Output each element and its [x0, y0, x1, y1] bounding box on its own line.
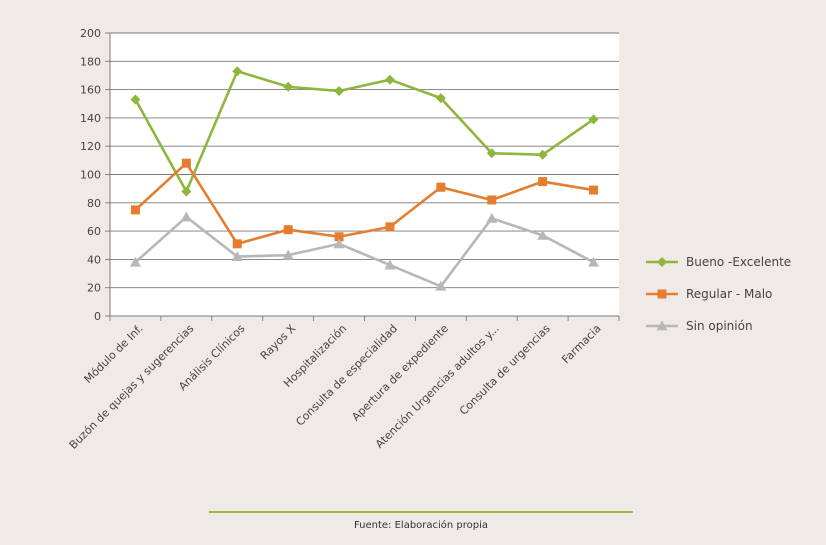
series-2-point: [436, 182, 446, 192]
series-1-point: [588, 114, 599, 125]
series-2-point: [385, 222, 395, 232]
series-3-point: [435, 280, 447, 291]
legend-swatch-marker: [657, 289, 667, 299]
series-1-point: [334, 86, 345, 97]
series-3-point: [588, 256, 600, 267]
x-tick-label: Consulta de urgencias: [457, 322, 553, 418]
series-2-point: [487, 195, 497, 205]
series-3-point: [333, 238, 345, 249]
series-2-point: [589, 185, 599, 195]
series-3-point: [384, 259, 396, 270]
series-2-point: [538, 177, 548, 187]
series-1-point: [435, 93, 446, 104]
series-3-point: [180, 211, 192, 222]
y-tick-label: 40: [87, 253, 101, 266]
series-1-point: [232, 66, 243, 77]
x-tick-label: Apertura de expediente: [349, 322, 451, 424]
y-tick-label: 60: [87, 225, 101, 238]
series-1-point: [181, 186, 192, 197]
series-1-point: [537, 149, 548, 160]
series-3-point: [129, 256, 141, 267]
x-tick-label: Farmacia: [559, 322, 603, 366]
series-2-point: [283, 225, 293, 235]
legend-label: Regular - Malo: [686, 287, 772, 301]
legend-swatch-marker: [657, 257, 667, 267]
series-1-point: [486, 148, 497, 159]
series-1-point: [384, 74, 395, 85]
y-tick-label: 20: [87, 282, 101, 295]
series-3-point: [231, 251, 243, 261]
source-note: Fuente: Elaboración propia: [353, 520, 489, 531]
y-tick-label: 100: [80, 169, 101, 182]
y-tick-label: 200: [80, 27, 101, 40]
series-2-point: [334, 232, 344, 242]
legend-label: Sin opinión: [686, 319, 753, 333]
x-tick-label: Rayos X: [258, 322, 299, 363]
series-line-2: [134, 161, 594, 246]
series-2-point: [130, 205, 140, 215]
series-1-point: [283, 81, 294, 92]
series-3-point: [537, 229, 549, 240]
legend-label: Bueno -Excelente: [686, 255, 791, 269]
x-tick-label: Consulta de especialidad: [293, 322, 400, 429]
y-tick-label: 120: [80, 140, 101, 153]
series-line-1: [134, 69, 595, 193]
series-1-point: [130, 94, 141, 105]
source-divider: [209, 511, 633, 513]
y-tick-label: 80: [87, 197, 101, 210]
series-3-point: [282, 249, 294, 260]
y-tick-label: 180: [80, 55, 101, 68]
y-tick-label: 140: [80, 112, 101, 125]
y-tick-label: 160: [80, 84, 101, 97]
series-line-3: [134, 215, 595, 288]
y-tick-label: 0: [94, 310, 101, 323]
series-3-point: [486, 212, 498, 223]
legend-swatch-marker: [656, 320, 668, 331]
series-2-point: [232, 239, 242, 249]
series-2-point: [181, 158, 191, 168]
